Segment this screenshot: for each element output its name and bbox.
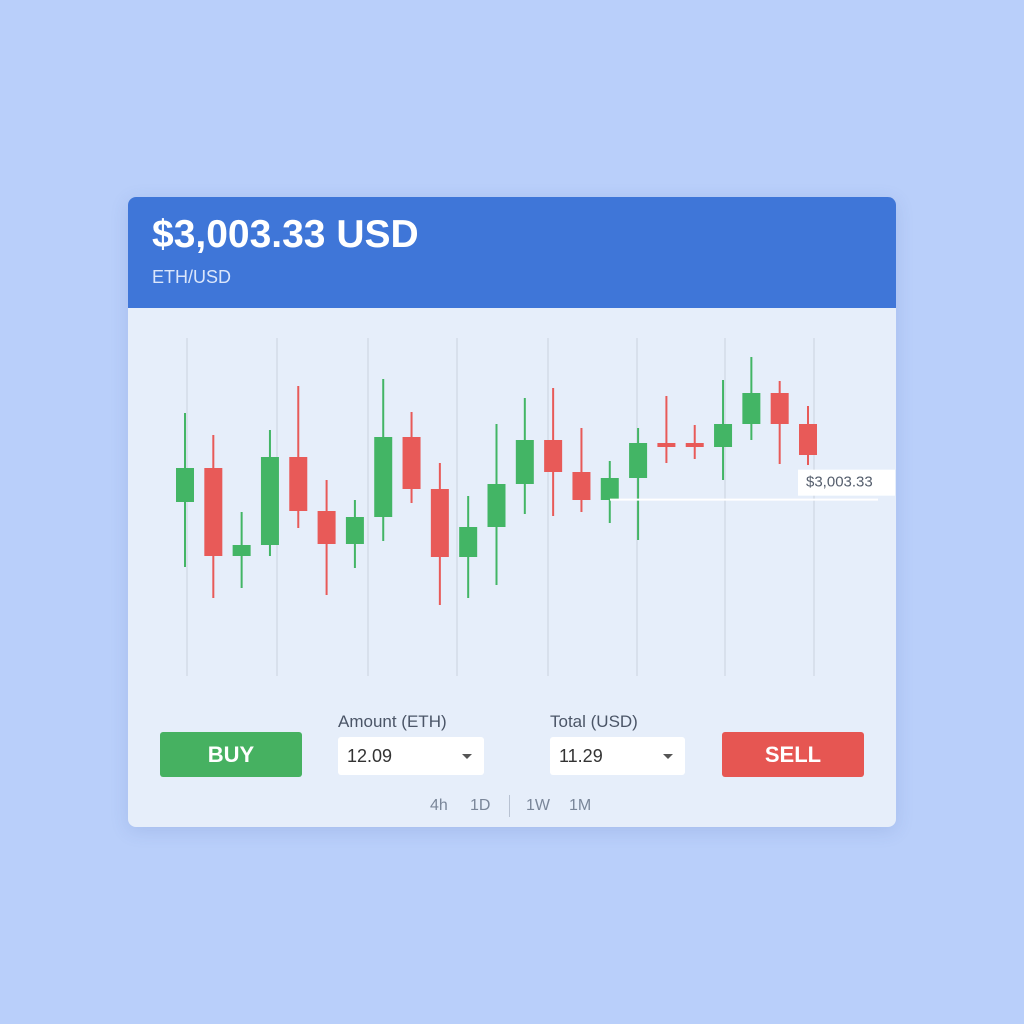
candle-body	[657, 443, 676, 447]
timeframe[interactable]: 1D	[470, 797, 491, 814]
timeframe[interactable]: 4h	[430, 797, 448, 814]
candle-body	[487, 484, 506, 527]
candle-body	[515, 440, 534, 484]
timeframe[interactable]: 1W	[526, 797, 550, 814]
candle-body	[402, 437, 421, 489]
amount-input[interactable]: 12.09	[338, 737, 484, 775]
candle-body	[430, 489, 449, 557]
candle-body	[459, 527, 478, 557]
candle-body	[742, 393, 761, 424]
trade-card: $3,003.33 USD ETH/USD	[128, 197, 896, 827]
total-input[interactable]: 11.29	[550, 737, 685, 775]
candle-body	[714, 424, 733, 447]
candle-body	[289, 457, 308, 511]
candle-body	[572, 472, 591, 500]
candle-body	[260, 457, 279, 545]
candle-body	[600, 478, 619, 500]
amount-label: Amount (ETH)	[338, 712, 447, 731]
total-label: Total (USD)	[550, 712, 638, 731]
buy-button[interactable]: BUY	[160, 732, 302, 777]
candle-body	[345, 517, 364, 544]
pair: ETH/USD	[152, 267, 232, 287]
candle-body	[770, 393, 789, 424]
candle-body	[544, 440, 563, 472]
candle-body	[374, 437, 393, 517]
candle-body	[232, 545, 251, 556]
candle-body	[799, 424, 817, 455]
candle-body	[204, 468, 223, 556]
candle-body	[685, 443, 704, 447]
candle-body	[176, 468, 194, 502]
candle-body	[317, 511, 336, 544]
candle-body	[629, 443, 648, 478]
price-tag: $3,003.33	[806, 474, 873, 491]
header: $3,003.33 USD ETH/USD	[128, 197, 896, 308]
price-tag-box	[798, 469, 895, 496]
sell-button[interactable]: SELL	[722, 732, 864, 777]
timeframe[interactable]: 1M	[569, 797, 592, 814]
price: $3,003.33 USD	[152, 213, 419, 256]
separator	[509, 795, 510, 817]
